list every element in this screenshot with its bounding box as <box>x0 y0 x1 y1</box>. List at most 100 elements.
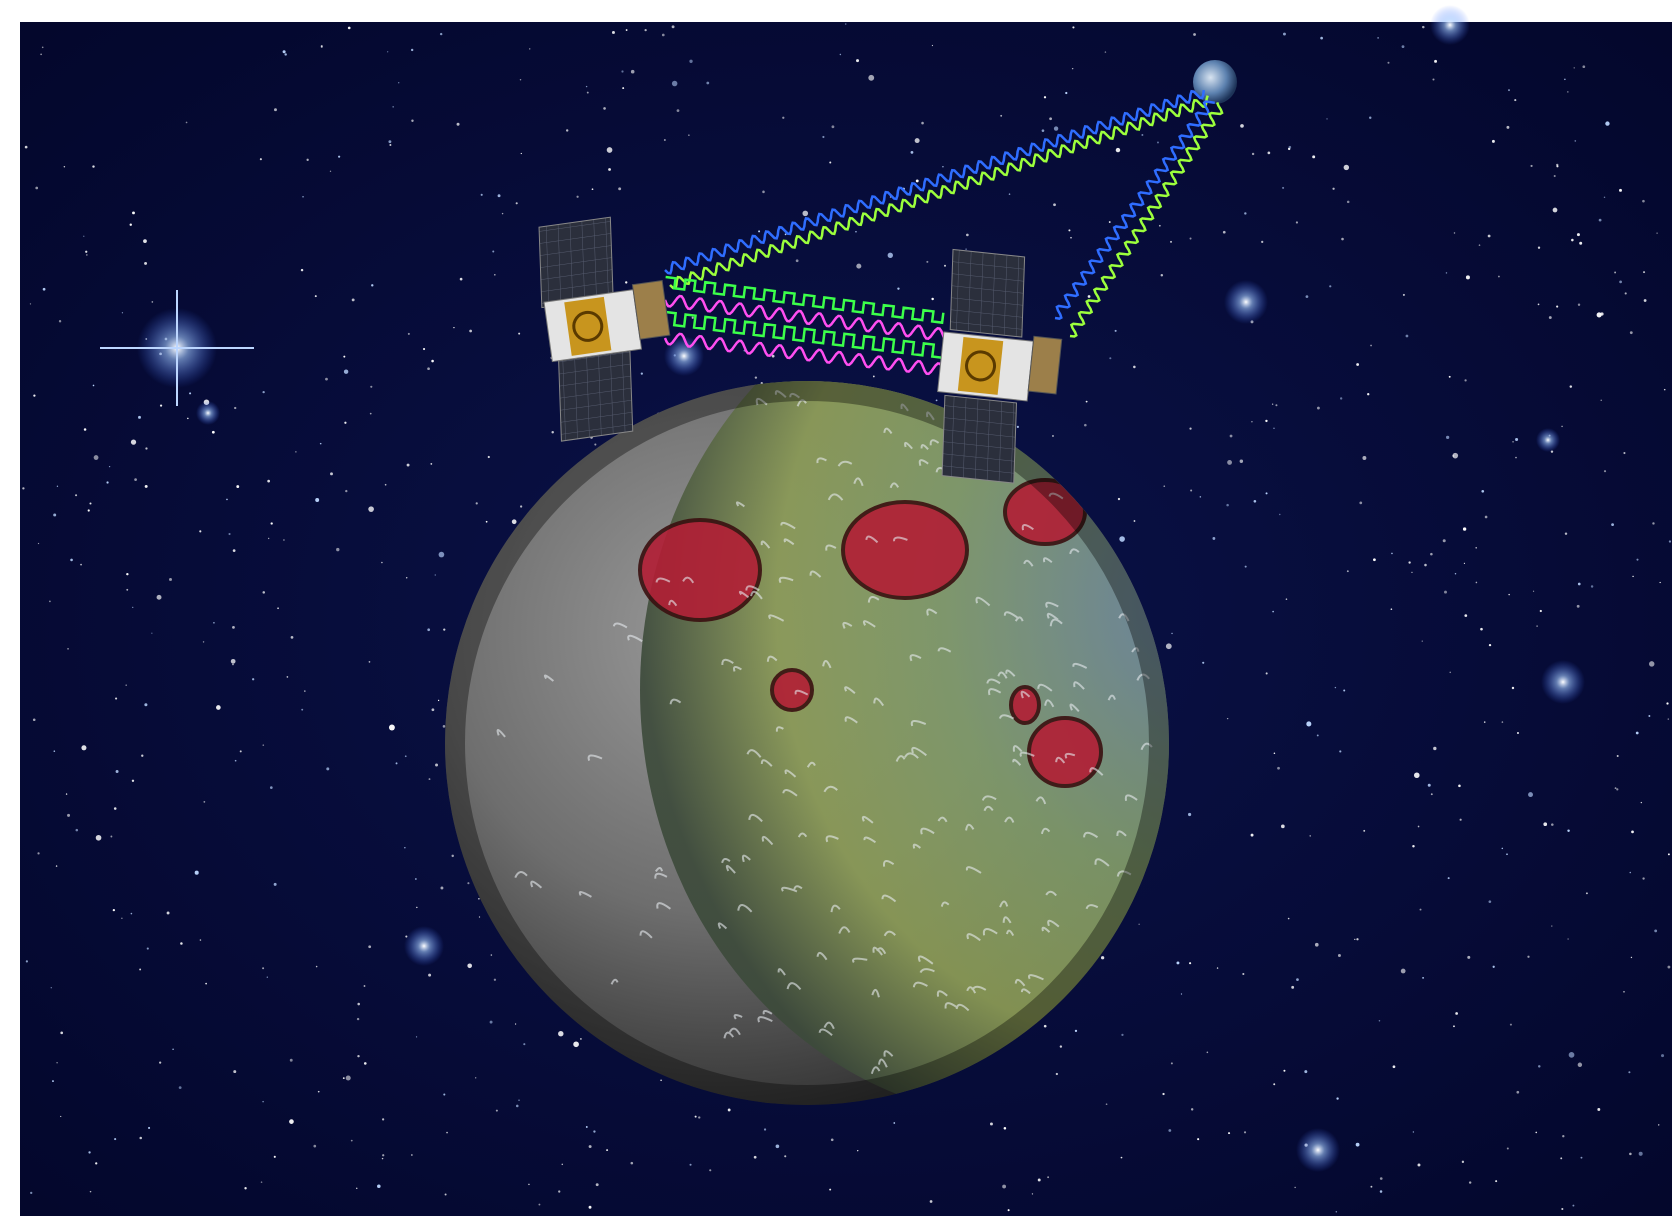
star <box>1273 752 1276 754</box>
contour <box>825 544 837 551</box>
contour <box>881 894 897 903</box>
star <box>230 658 236 664</box>
star <box>694 1115 697 1118</box>
star <box>1114 329 1117 332</box>
contour <box>911 746 927 757</box>
contour <box>733 1013 743 1020</box>
star <box>302 195 304 198</box>
star <box>663 139 666 142</box>
star <box>1341 237 1344 241</box>
star <box>915 179 919 183</box>
star <box>428 778 431 781</box>
star <box>588 1145 592 1149</box>
star <box>1053 203 1056 207</box>
star <box>1659 581 1661 584</box>
star <box>1190 1108 1194 1111</box>
star <box>478 916 481 918</box>
contour <box>1020 988 1031 995</box>
star <box>763 1128 767 1131</box>
star <box>1379 1177 1383 1180</box>
star <box>519 79 522 81</box>
star <box>1614 787 1617 789</box>
star <box>593 1130 596 1133</box>
contour <box>1107 694 1116 701</box>
star <box>42 287 46 291</box>
contour <box>1012 758 1022 766</box>
star <box>621 70 624 73</box>
star <box>760 381 763 385</box>
star <box>944 264 947 267</box>
star <box>1294 1186 1296 1189</box>
star <box>625 281 628 284</box>
star <box>595 1183 599 1187</box>
star <box>205 982 207 985</box>
star <box>144 703 148 707</box>
star <box>1314 942 1319 947</box>
star <box>459 277 463 281</box>
contour <box>900 403 909 412</box>
contour <box>929 439 940 446</box>
star <box>1532 590 1535 592</box>
star <box>551 430 554 434</box>
star <box>644 28 647 32</box>
contour <box>883 427 893 434</box>
star <box>1561 1207 1564 1211</box>
star <box>115 697 118 700</box>
star <box>1463 562 1466 565</box>
contour <box>988 688 1002 696</box>
contour <box>775 726 784 732</box>
contour <box>965 866 982 874</box>
star <box>289 1058 293 1062</box>
star <box>151 632 153 634</box>
star <box>146 947 149 950</box>
star <box>1335 1211 1338 1213</box>
contour <box>862 620 876 628</box>
star <box>1087 295 1091 298</box>
star <box>336 547 340 552</box>
star <box>1629 871 1632 874</box>
star <box>159 404 163 407</box>
star <box>538 1203 541 1206</box>
star <box>1442 539 1446 543</box>
contour <box>823 785 838 793</box>
star <box>1390 608 1393 611</box>
star <box>1043 1024 1047 1028</box>
star <box>87 509 90 512</box>
star <box>50 986 53 989</box>
contour <box>1006 929 1015 937</box>
star <box>1629 331 1633 335</box>
star <box>1141 133 1144 136</box>
star <box>1535 1131 1538 1134</box>
contour <box>1028 974 1044 981</box>
contour <box>1044 699 1055 708</box>
star <box>1498 275 1500 278</box>
star <box>579 1037 582 1040</box>
star <box>585 1126 588 1128</box>
star <box>371 284 374 287</box>
contour <box>796 399 807 407</box>
star <box>676 109 680 112</box>
contour <box>748 813 763 823</box>
star <box>363 1062 367 1065</box>
star <box>1491 139 1495 143</box>
star <box>1378 1019 1381 1022</box>
star <box>350 1139 353 1142</box>
star <box>269 786 273 789</box>
star <box>1452 454 1455 457</box>
star <box>1475 547 1477 549</box>
contour <box>844 716 858 724</box>
star <box>573 1041 579 1048</box>
star <box>368 660 371 663</box>
star <box>1188 812 1192 817</box>
star <box>758 230 761 233</box>
star <box>1377 37 1379 39</box>
star <box>1037 1178 1041 1182</box>
star <box>63 166 66 168</box>
star <box>1316 734 1319 737</box>
star <box>1506 1147 1509 1150</box>
star <box>1305 295 1309 299</box>
star <box>829 1188 832 1191</box>
star <box>1636 558 1639 561</box>
star <box>935 399 938 402</box>
contour <box>910 720 927 727</box>
